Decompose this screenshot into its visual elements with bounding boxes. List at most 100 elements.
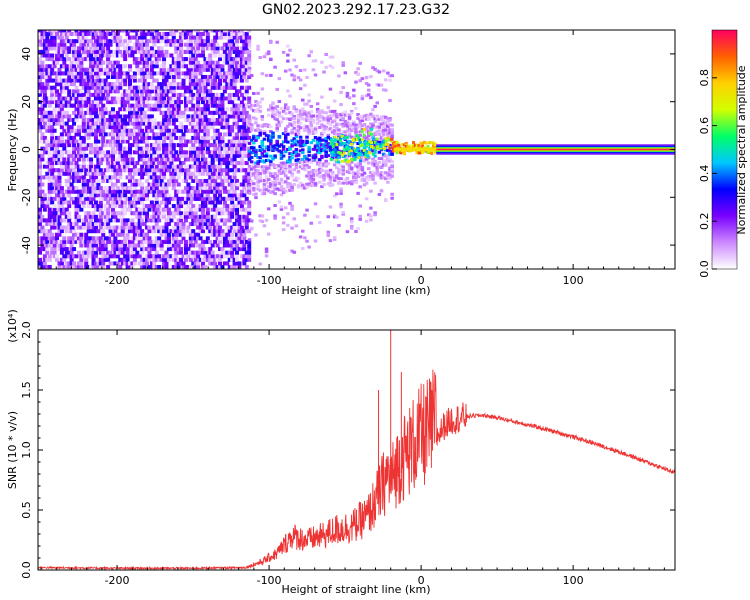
heatmap-cell [294, 158, 299, 162]
heatmap-cell [292, 74, 296, 78]
heatmap-cell [225, 118, 230, 123]
heatmap-cell [38, 110, 42, 115]
heatmap-cell [171, 229, 176, 234]
heatmap-cell [227, 100, 232, 105]
heatmap-cell [235, 132, 240, 137]
heatmap-cell [296, 177, 301, 181]
heatmap-cell [110, 35, 115, 40]
heatmap-cell [203, 125, 208, 130]
heatmap-cell [81, 239, 86, 244]
heatmap-cell [125, 236, 130, 241]
heatmap-cell [149, 261, 154, 266]
heatmap-cell [311, 138, 316, 142]
heatmap-cell [157, 229, 162, 234]
heatmap-cell [67, 178, 72, 183]
heatmap-cell [198, 85, 203, 90]
heatmap-cell [196, 254, 201, 259]
heatmap-cell [125, 250, 130, 255]
heatmap-cell [145, 218, 150, 223]
heatmap-cell [242, 132, 247, 137]
heatmap-cell [188, 186, 193, 191]
heatmap-cell [324, 169, 328, 173]
heatmap-cell [179, 225, 184, 230]
heatmap-cell [200, 82, 205, 87]
heatmap-cell [244, 257, 249, 262]
heatmap-cell [103, 153, 108, 158]
heatmap-cell [152, 135, 157, 140]
heatmap-cell [91, 30, 96, 33]
heatmap-cell [198, 250, 203, 255]
heatmap-cell [74, 225, 79, 230]
heatmap-cell [125, 218, 130, 223]
heatmap-cell [242, 214, 247, 219]
heatmap-cell [64, 125, 69, 130]
heatmap-cell [45, 139, 50, 144]
heatmap-cell [337, 140, 341, 144]
heatmap-cell [52, 247, 57, 252]
heatmap-cell [152, 146, 157, 151]
heatmap-cell [225, 261, 230, 266]
heatmap-cell [52, 110, 57, 115]
heatmap-cell [205, 171, 210, 176]
heatmap-cell [135, 189, 140, 194]
heatmap-cell [215, 31, 220, 36]
heatmap-cell [188, 164, 193, 169]
heatmap-cell [230, 182, 235, 187]
heatmap-cell [349, 121, 354, 125]
heatmap-cell [183, 64, 188, 69]
heatmap-cell [324, 142, 328, 146]
heatmap-cell [328, 205, 333, 209]
heatmap-cell [352, 171, 356, 175]
heatmap-cell [191, 146, 196, 151]
heatmap-cell [183, 265, 188, 269]
heatmap-cell [118, 153, 123, 158]
heatmap-cell [203, 164, 208, 169]
heatmap-cell [140, 89, 145, 94]
heatmap-cell [203, 168, 208, 173]
heatmap-cell [196, 189, 201, 194]
heatmap-cell [118, 125, 123, 130]
heatmap-cell [76, 153, 81, 158]
heatmap-cell [345, 126, 350, 130]
heatmap-cell [120, 125, 125, 130]
heatmap-cell [62, 110, 67, 115]
heatmap-cell [183, 218, 188, 223]
heatmap-cell [203, 89, 208, 94]
heatmap-cell [55, 186, 60, 191]
heatmap-cell [169, 171, 174, 176]
heatmap-cell [247, 207, 252, 212]
heatmap-cell [145, 67, 150, 72]
heatmap-cell [186, 182, 191, 187]
heatmap-cell [101, 118, 106, 123]
heatmap-cell [281, 180, 286, 184]
heatmap-cell [84, 168, 89, 173]
heatmap-cell [113, 214, 118, 219]
heatmap-cell [279, 177, 284, 181]
heatmap-cell [235, 64, 240, 69]
heatmap-cell [208, 96, 213, 101]
heatmap-cell [84, 243, 89, 248]
heatmap-cell [252, 163, 256, 167]
heatmap-cell [286, 89, 290, 93]
heatmap-cell [137, 153, 142, 158]
heatmap-cell [205, 82, 210, 87]
heatmap-cell [171, 168, 176, 173]
heatmap-cell [72, 178, 77, 183]
heatmap-cell [266, 113, 271, 117]
heatmap-cell [79, 143, 84, 148]
heatmap-cell [64, 164, 69, 169]
heatmap-cell [55, 118, 60, 123]
heatmap-cell [335, 115, 339, 119]
heatmap-cell [40, 196, 45, 201]
heatmap-cell [220, 53, 225, 58]
heatmap-cell [347, 127, 352, 131]
heatmap-cell [244, 139, 249, 144]
heatmap-cell [313, 144, 318, 148]
heatmap-cell [45, 143, 50, 148]
heatmap-cell [215, 232, 220, 237]
heatmap-cell [147, 236, 152, 241]
heatmap-cell [57, 135, 62, 140]
heatmap-cell [42, 30, 47, 33]
heatmap-cell [232, 239, 237, 244]
heatmap-cell [290, 226, 294, 230]
